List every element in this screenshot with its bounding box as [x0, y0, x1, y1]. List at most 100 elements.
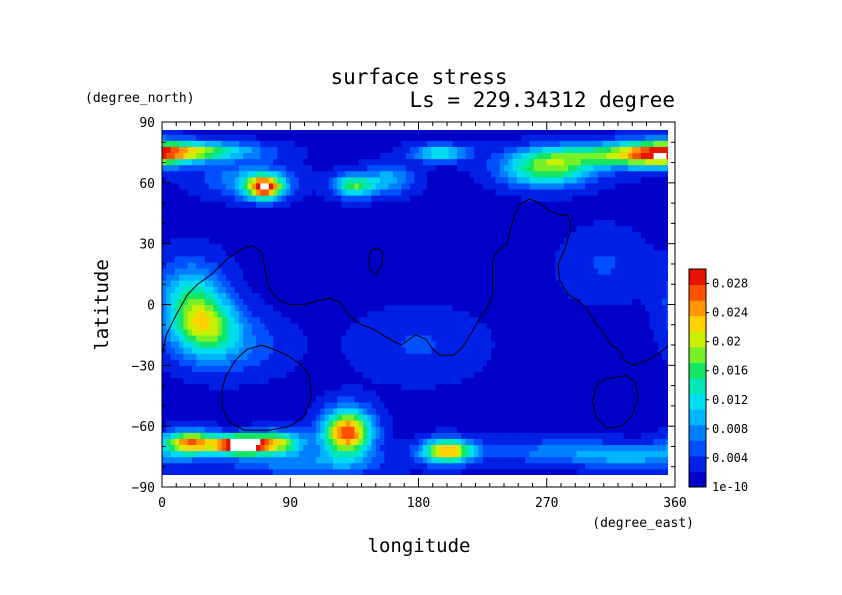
heat-cell: [166, 341, 172, 348]
heat-cell: [256, 268, 261, 275]
heat-cell: [350, 395, 355, 403]
heat-cell: [273, 261, 279, 269]
heat-cell: [200, 353, 206, 360]
heat-cell: [337, 255, 343, 263]
heat-cell: [162, 304, 167, 312]
heat-cell: [606, 444, 612, 452]
heat-cell: [388, 341, 394, 348]
heat-cell: [653, 347, 659, 354]
heat-cell: [551, 474, 556, 475]
heat-cell: [482, 474, 488, 475]
heat-cell: [645, 395, 650, 403]
heat-cell: [533, 334, 539, 342]
heat-cell: [598, 414, 603, 421]
heat-cell: [333, 462, 338, 470]
heat-cell: [657, 292, 663, 300]
heat-cell: [533, 474, 539, 475]
heat-cell: [662, 371, 668, 379]
heat-cell: [653, 407, 659, 415]
heat-cell: [461, 395, 467, 403]
heat-cell: [367, 365, 373, 373]
heat-cell: [414, 286, 420, 293]
heat-cell: [598, 334, 603, 342]
heat-cell: [495, 407, 501, 415]
heat-cell: [508, 407, 514, 415]
heat-cell: [516, 359, 522, 366]
heat-cell: [388, 322, 394, 330]
heat-cell: [533, 310, 539, 318]
heat-cell: [367, 286, 373, 293]
heat-cell: [405, 389, 411, 397]
heat-cell: [354, 237, 360, 245]
heat-cell: [533, 395, 539, 403]
heat-cell: [431, 426, 437, 433]
heat-cell: [409, 310, 415, 318]
heat-cell: [354, 341, 360, 348]
heat-cell: [623, 334, 629, 342]
heat-cell: [538, 426, 544, 433]
heat-cell: [307, 341, 313, 348]
heat-cell: [662, 280, 668, 287]
heat-cell: [559, 389, 565, 397]
heat-cell: [568, 456, 574, 464]
heat-cell: [585, 310, 591, 318]
y-axis-label: latitude: [91, 259, 113, 351]
heat-cell: [563, 377, 569, 385]
heat-cell: [418, 292, 424, 300]
heat-cell: [452, 462, 458, 470]
heat-cell: [179, 456, 184, 464]
heat-cell: [311, 432, 317, 439]
heat-cell: [546, 365, 552, 373]
heat-cell: [367, 456, 373, 464]
heat-cell: [504, 334, 509, 342]
heat-cell: [397, 298, 402, 306]
heat-cell: [572, 347, 578, 354]
heat-cell: [576, 353, 582, 360]
heat-cell: [209, 237, 214, 245]
heat-cell: [461, 249, 467, 257]
heat-cell: [542, 353, 548, 360]
heat-cell: [491, 310, 497, 318]
heat-cell: [495, 243, 501, 251]
heat-cell: [281, 322, 287, 330]
heat-cell: [456, 274, 462, 281]
heat-cell: [375, 426, 381, 433]
heat-cell: [414, 298, 420, 306]
heat-cell: [640, 438, 646, 446]
heat-cell: [345, 450, 351, 458]
heat-cell: [200, 456, 206, 464]
heat-cell: [273, 231, 279, 239]
heat-cell: [529, 328, 535, 336]
heat-cell: [572, 389, 578, 397]
heat-cell: [290, 341, 296, 348]
heat-cell: [166, 474, 172, 475]
heat-cell: [452, 371, 458, 379]
heat-cell: [311, 456, 317, 464]
heat-cell: [538, 462, 544, 470]
heat-cell: [187, 420, 193, 427]
heat-cell: [623, 304, 629, 312]
heat-cell: [414, 231, 420, 239]
heat-cell: [174, 328, 180, 336]
heat-cell: [559, 304, 565, 312]
heat-cell: [512, 353, 518, 360]
heat-cell: [285, 261, 291, 269]
heat-cell: [371, 231, 377, 239]
heat-cell: [243, 432, 249, 439]
heat-cell: [478, 420, 484, 427]
heat-cell: [636, 286, 642, 293]
heat-cell: [456, 420, 462, 427]
heat-cell: [499, 450, 505, 458]
heat-cell: [166, 280, 172, 287]
heat-cell: [341, 298, 347, 306]
heat-cell: [273, 474, 279, 475]
heat-cell: [362, 432, 368, 439]
heat-cell: [456, 432, 462, 439]
heat-cell: [358, 286, 364, 293]
heat-cell: [593, 371, 599, 379]
heat-cell: [209, 420, 214, 427]
heat-cell: [627, 334, 633, 342]
heat-cell: [371, 310, 377, 318]
heat-cell: [328, 310, 334, 318]
heat-cell: [427, 377, 432, 385]
